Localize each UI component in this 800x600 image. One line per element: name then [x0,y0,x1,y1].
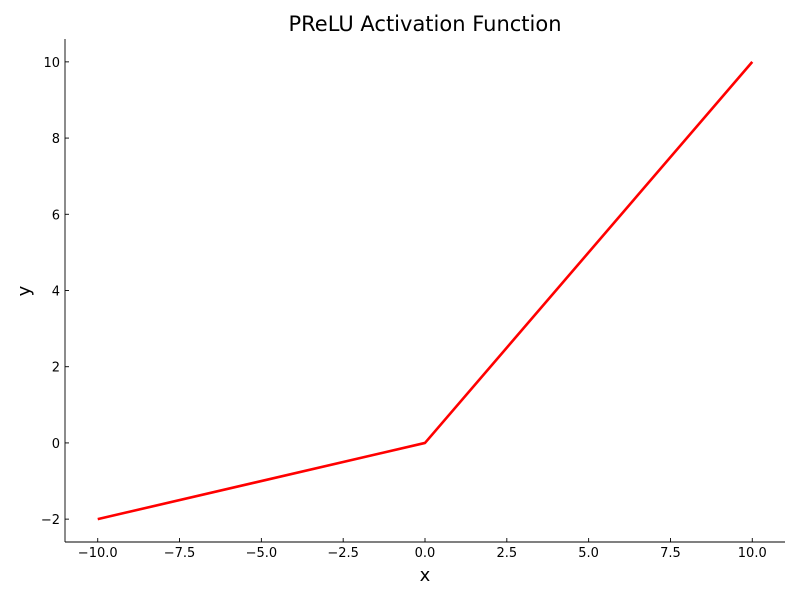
x-tick-label: 2.5 [496,546,517,561]
x-axis-ticks: −10.0 −7.5 −5.0 −2.5 0.0 2.5 5.0 7.5 10.0 [78,538,767,561]
series-layer [97,61,754,521]
x-axis-label: x [420,565,431,586]
x-tick-label: 7.5 [660,546,681,561]
y-tick-label: 2 [52,361,60,376]
y-axis-ticks: −2 0 2 4 6 8 10 [41,56,69,528]
y-tick-label: 10 [43,56,60,71]
x-tick-label: 5.0 [578,546,599,561]
y-tick-label: 8 [52,132,60,147]
x-tick-label: −7.5 [164,546,196,561]
y-tick-label: 4 [52,285,60,300]
x-tick-label: −5.0 [246,546,278,561]
x-tick-label: 0.0 [415,546,436,561]
x-tick-label: 10.0 [738,546,767,561]
chart-title: PReLU Activation Function [288,12,561,36]
axes-spines [64,39,785,543]
y-tick-label: −2 [41,513,60,528]
x-tick-label: −2.5 [327,546,359,561]
y-tick-label: 0 [52,437,60,452]
x-tick-label: −10.0 [78,546,118,561]
y-tick-label: 6 [52,208,60,223]
series-line [97,61,754,521]
y-axis-label: y [14,285,35,296]
